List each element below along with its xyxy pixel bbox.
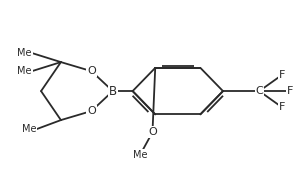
Text: Me: Me [18,48,32,58]
Text: O: O [87,106,96,116]
Text: Me: Me [22,124,36,134]
Text: Me: Me [133,150,148,160]
Text: F: F [279,70,286,80]
Text: B: B [109,85,117,98]
Text: O: O [148,127,157,137]
Text: F: F [279,102,286,112]
Text: C: C [255,86,263,96]
Text: F: F [287,86,293,96]
Text: Me: Me [18,66,32,76]
Text: O: O [87,66,96,76]
